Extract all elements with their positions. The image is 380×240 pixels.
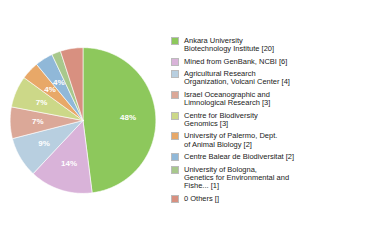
html-text:Centre Balear de Biodiversitat: Centre Balear de Biodiversitat [2]: [184, 152, 295, 162]
html-text:Israel Oceanographic and Limno: Israel Oceanographic and Limnological Re…: [184, 89, 271, 108]
svg-text:4%: 4%: [53, 78, 65, 87]
html-text:University of Palermo, Dept. o: University of Palermo, Dept. of Animal B…: [184, 131, 278, 149]
html-text:Ankara University Biotechnolog: Ankara University Biotechnology Institut…: [184, 35, 275, 54]
svg-text:9%: 9%: [38, 139, 50, 148]
svg-text:7%: 7%: [32, 117, 44, 126]
svg-text:48%: 48%: [120, 113, 136, 122]
svg-text:7%: 7%: [36, 98, 48, 107]
html-text:0 Others []: 0 Others []: [184, 193, 219, 203]
html-text:Agricultural Research Organiza: Agricultural Research Organization, Volc…: [184, 69, 290, 87]
html-text:Centre for Biodiversity Genomi: Centre for Biodiversity Genomics [3]: [184, 110, 258, 128]
svg-text:4%: 4%: [44, 85, 56, 95]
html-text:Mined from GenBank, NCBI [6]: Mined from GenBank, NCBI [6]: [184, 56, 288, 66]
html-text:University of Bologna, Genetic: University of Bologna, Genetics for Envi…: [184, 164, 290, 191]
svg-text:14%: 14%: [61, 159, 77, 168]
